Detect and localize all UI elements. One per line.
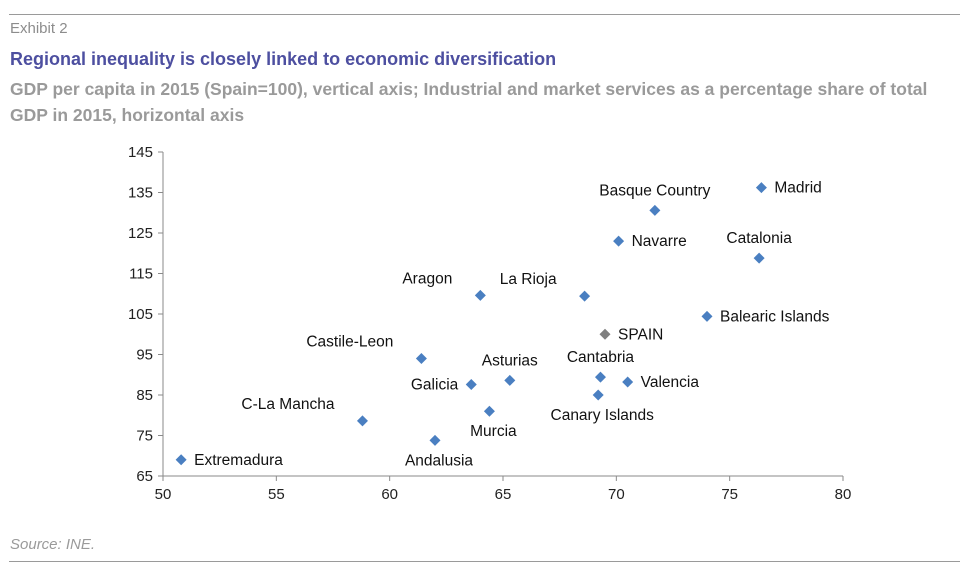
y-tick-label: 75 bbox=[136, 428, 153, 445]
point-andalusia bbox=[429, 434, 441, 446]
point-label-murcia: Murcia bbox=[470, 423, 517, 440]
top-divider bbox=[9, 14, 960, 15]
point-label-valencia: Valencia bbox=[641, 374, 700, 391]
point-balearic-islands bbox=[701, 310, 713, 322]
y-tick-label: 125 bbox=[128, 225, 153, 242]
point-aragon bbox=[474, 289, 486, 301]
point-galicia bbox=[465, 378, 477, 390]
bottom-divider bbox=[9, 561, 960, 562]
y-tick-label: 115 bbox=[129, 266, 153, 283]
x-tick-label: 75 bbox=[721, 486, 738, 503]
point-label-balearic-islands: Balearic Islands bbox=[720, 308, 830, 325]
point-asturias bbox=[504, 374, 516, 386]
point-label-spain: SPAIN bbox=[618, 326, 663, 343]
point-label-castile-leon: Castile-Leon bbox=[306, 334, 393, 351]
point-spain bbox=[599, 328, 611, 340]
point-castile-leon bbox=[415, 353, 427, 365]
point-valencia bbox=[622, 376, 634, 388]
y-tick-label: 65 bbox=[136, 468, 153, 485]
y-tick-label: 135 bbox=[128, 185, 153, 202]
point-cantabria bbox=[594, 371, 606, 383]
x-tick-label: 70 bbox=[608, 486, 625, 503]
point-label-canary-islands: Canary Islands bbox=[551, 407, 655, 424]
point-label-c-la-mancha: C-La Mancha bbox=[241, 396, 334, 413]
point-label-asturias: Asturias bbox=[482, 352, 538, 369]
y-tick-label: 95 bbox=[136, 347, 153, 364]
source-note: Source: INE. bbox=[10, 536, 96, 553]
point-madrid bbox=[755, 182, 767, 194]
point-label-extremadura: Extremadura bbox=[194, 452, 283, 469]
exhibit-label: Exhibit 2 bbox=[10, 20, 68, 37]
chart-subtitle: GDP per capita in 2015 (Spain=100), vert… bbox=[10, 79, 928, 125]
x-tick-label: 60 bbox=[381, 486, 398, 503]
point-label-basque-country: Basque Country bbox=[599, 182, 710, 199]
point-label-la-rioja: La Rioja bbox=[500, 271, 557, 288]
chart-axes: 65 75 85 95 105 115 125 135 145 50 55 60 65 70 75 80 bbox=[128, 144, 851, 503]
chart-points: Madrid Basque Country Navarre Catalonia Arag… bbox=[175, 180, 830, 469]
chart-title: Regional inequality is closely linked to… bbox=[10, 49, 557, 69]
point-label-andalusia: Andalusia bbox=[405, 452, 473, 469]
point-label-catalonia: Catalonia bbox=[726, 230, 792, 247]
x-tick-label: 80 bbox=[835, 486, 852, 503]
point-label-cantabria: Cantabria bbox=[567, 349, 635, 366]
x-tick-label: 65 bbox=[495, 486, 512, 503]
point-murcia bbox=[483, 405, 495, 417]
y-tick-label: 145 bbox=[128, 144, 153, 161]
point-catalonia bbox=[753, 252, 765, 264]
point-la-rioja bbox=[579, 290, 591, 302]
x-tick-label: 55 bbox=[268, 486, 285, 503]
point-label-galicia: Galicia bbox=[411, 376, 459, 393]
y-tick-label: 105 bbox=[128, 306, 153, 323]
point-canary-islands bbox=[592, 389, 604, 401]
point-navarre bbox=[613, 235, 625, 247]
point-basque-country bbox=[649, 204, 661, 216]
point-label-madrid: Madrid bbox=[774, 180, 821, 197]
y-tick-label: 85 bbox=[136, 387, 153, 404]
point-label-navarre: Navarre bbox=[632, 233, 687, 250]
x-tick-label: 50 bbox=[155, 486, 172, 503]
point-c-la-mancha bbox=[356, 415, 368, 427]
point-extremadura bbox=[175, 454, 187, 466]
point-label-aragon: Aragon bbox=[402, 270, 452, 287]
